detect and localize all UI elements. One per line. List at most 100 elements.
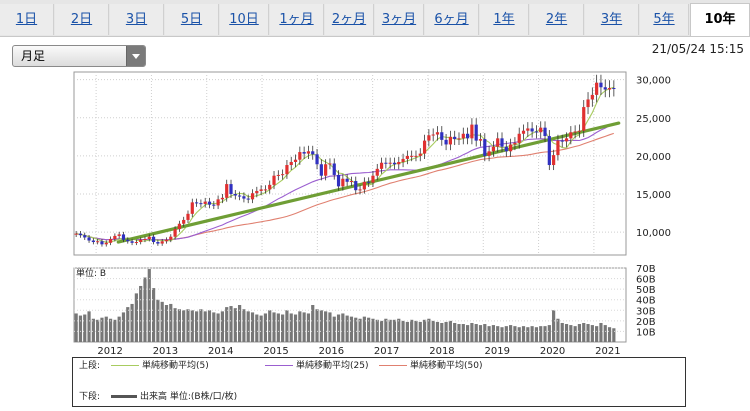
candle-body (410, 155, 414, 157)
volume-bar (169, 303, 173, 342)
candle (427, 129, 431, 147)
volume-bar (147, 269, 151, 342)
candle (384, 157, 388, 169)
candle (182, 216, 186, 227)
volume-bar (108, 318, 113, 342)
volume-bar (358, 318, 362, 342)
volume-bar (607, 327, 612, 342)
candle (315, 148, 319, 170)
candle (349, 176, 354, 187)
volume-bar (233, 308, 237, 342)
legend-ma5: 単純移動平均(5) (111, 359, 209, 373)
candle-body (113, 235, 117, 239)
candle (530, 122, 534, 138)
candle (448, 130, 452, 151)
tab-12[interactable]: 3年 (585, 4, 639, 35)
candle-body (358, 189, 362, 191)
tab-10[interactable]: 1年 (480, 4, 529, 35)
candle (392, 157, 397, 170)
tab-8[interactable]: 3ヶ月 (375, 4, 424, 35)
candle (143, 236, 147, 243)
candle (216, 195, 220, 210)
ma5-swatch (111, 365, 139, 366)
volume-bar (547, 325, 551, 342)
volume-bar (238, 305, 242, 342)
candle (117, 231, 121, 239)
candle (328, 158, 332, 170)
candle-body (345, 178, 349, 182)
candle-body (203, 201, 207, 204)
candle (229, 179, 233, 199)
volume-bar (203, 311, 207, 342)
tab-7[interactable]: 2ヶ月 (325, 4, 374, 35)
candle-body (526, 128, 530, 131)
candle (461, 127, 465, 145)
tab-1[interactable]: 1日 (0, 4, 54, 35)
volume-bar (83, 314, 87, 342)
volume-bar (255, 314, 259, 342)
volume-bar (577, 324, 582, 342)
candle (582, 100, 586, 137)
candle (341, 174, 345, 191)
candle (96, 238, 100, 245)
tab-4[interactable]: 5日 (165, 4, 219, 35)
tab-14[interactable]: 10年 (690, 3, 750, 36)
interval-select[interactable]: 月足 (12, 45, 146, 67)
volume-bar (552, 310, 556, 342)
candle-body (220, 197, 225, 200)
tab-5[interactable]: 10日 (220, 4, 269, 35)
candle (246, 194, 250, 204)
volume-unit-label: 単位: B (76, 267, 106, 279)
tab-2[interactable]: 2日 (55, 4, 109, 35)
candle-body (483, 139, 487, 156)
candle-body (496, 138, 500, 147)
candle-body (444, 139, 448, 145)
candle-body (199, 203, 203, 205)
candle (552, 149, 556, 171)
tab-6[interactable]: 1ヶ月 (270, 4, 324, 35)
candle (311, 145, 315, 160)
candle (83, 232, 87, 240)
tab-11[interactable]: 2年 (530, 4, 584, 35)
volume-tick-label: 30B (636, 306, 656, 317)
candle-body (289, 161, 293, 166)
candle-body (169, 236, 173, 240)
chevron-down-icon[interactable] (126, 46, 145, 66)
candle (203, 197, 207, 208)
interval-select-value: 月足 (21, 49, 46, 63)
legend-volume: 出来高 単位:(B株/口/枚) (111, 390, 237, 404)
candle-body (509, 144, 513, 152)
candle-body (341, 178, 345, 187)
candle (160, 238, 164, 246)
tab-9[interactable]: 6ヶ月 (425, 4, 479, 35)
candle (453, 130, 457, 146)
volume-bar (362, 316, 366, 342)
candle (233, 189, 237, 200)
candle-body (590, 94, 594, 100)
candle (517, 127, 521, 149)
candle-body (577, 130, 582, 132)
candle (371, 171, 375, 187)
candle-body (457, 138, 461, 140)
volume-bar (586, 324, 590, 342)
candle (388, 157, 392, 169)
candle-body (190, 202, 194, 214)
volume-bar (289, 313, 293, 342)
tab-3[interactable]: 3日 (110, 4, 164, 35)
candle (108, 236, 113, 246)
candle (547, 130, 551, 171)
volume-tick-label: 50B (636, 285, 656, 296)
candle-body (126, 239, 130, 242)
volume-bar (453, 322, 457, 342)
volume-bar (491, 325, 496, 342)
candle-body (375, 168, 379, 176)
volume-bar (126, 307, 130, 342)
volume-bar (405, 321, 409, 342)
volume-bar (87, 311, 91, 342)
tab-13[interactable]: 5年 (640, 4, 689, 35)
candle-body (177, 223, 181, 230)
candle (199, 199, 203, 208)
volume-bar (526, 327, 530, 342)
candle-body (194, 202, 199, 204)
candle-body (229, 184, 233, 194)
